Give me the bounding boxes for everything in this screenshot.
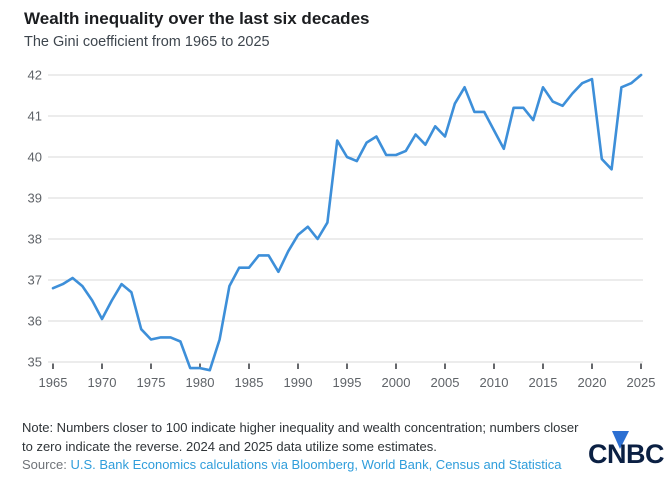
footnote: Note: Numbers closer to 100 indicate hig…: [22, 418, 622, 456]
cnbc-logo: CNBC: [588, 430, 666, 475]
footnote-line-1: Note: Numbers closer to 100 indicate hig…: [22, 420, 579, 435]
page-subtitle: The Gini coefficient from 1965 to 2025: [24, 34, 270, 50]
y-tick-label: 41: [28, 109, 42, 124]
cnbc-logo-text: CNBC: [588, 439, 664, 469]
y-tick-label: 42: [28, 68, 42, 83]
x-tick-label: 1985: [235, 375, 264, 390]
y-tick-label: 39: [28, 191, 42, 206]
x-tick-label: 2015: [529, 375, 558, 390]
footnote-line-2: to zero indicate the reverse. 2024 and 2…: [22, 439, 437, 454]
x-tick-label: 1965: [39, 375, 68, 390]
y-tick-label: 35: [28, 355, 42, 370]
y-tick-label: 36: [28, 314, 42, 329]
y-tick-label: 37: [28, 273, 42, 288]
x-tick-label: 2000: [382, 375, 411, 390]
x-tick-label: 2005: [431, 375, 460, 390]
x-tick-label: 2020: [578, 375, 607, 390]
y-tick-label: 40: [28, 150, 42, 165]
peacock-feather-icon: [612, 431, 629, 449]
x-tick-label: 1980: [186, 375, 215, 390]
gini-line-chart: 35 36 37 38 39 40 41 42 1965 1970 1975 1980 1985 1990…: [28, 68, 656, 391]
source-link[interactable]: U.S. Bank Economics calculations via Blo…: [70, 457, 562, 472]
x-tick-label: 1975: [137, 375, 166, 390]
x-tick-label: 2010: [480, 375, 509, 390]
x-tick-label: 1970: [88, 375, 117, 390]
x-tick-label: 1995: [333, 375, 362, 390]
x-tick-label: 2025: [627, 375, 656, 390]
x-tick-label: 1990: [284, 375, 313, 390]
gini-line: [51, 73, 643, 372]
cnbc-logo-graphic: CNBC: [588, 431, 665, 469]
y-tick-label: 38: [28, 232, 42, 247]
source-label: Source:: [22, 457, 67, 472]
page-title: Wealth inequality over the last six deca…: [24, 9, 370, 28]
source-line: Source: U.S. Bank Economics calculations…: [22, 457, 562, 472]
